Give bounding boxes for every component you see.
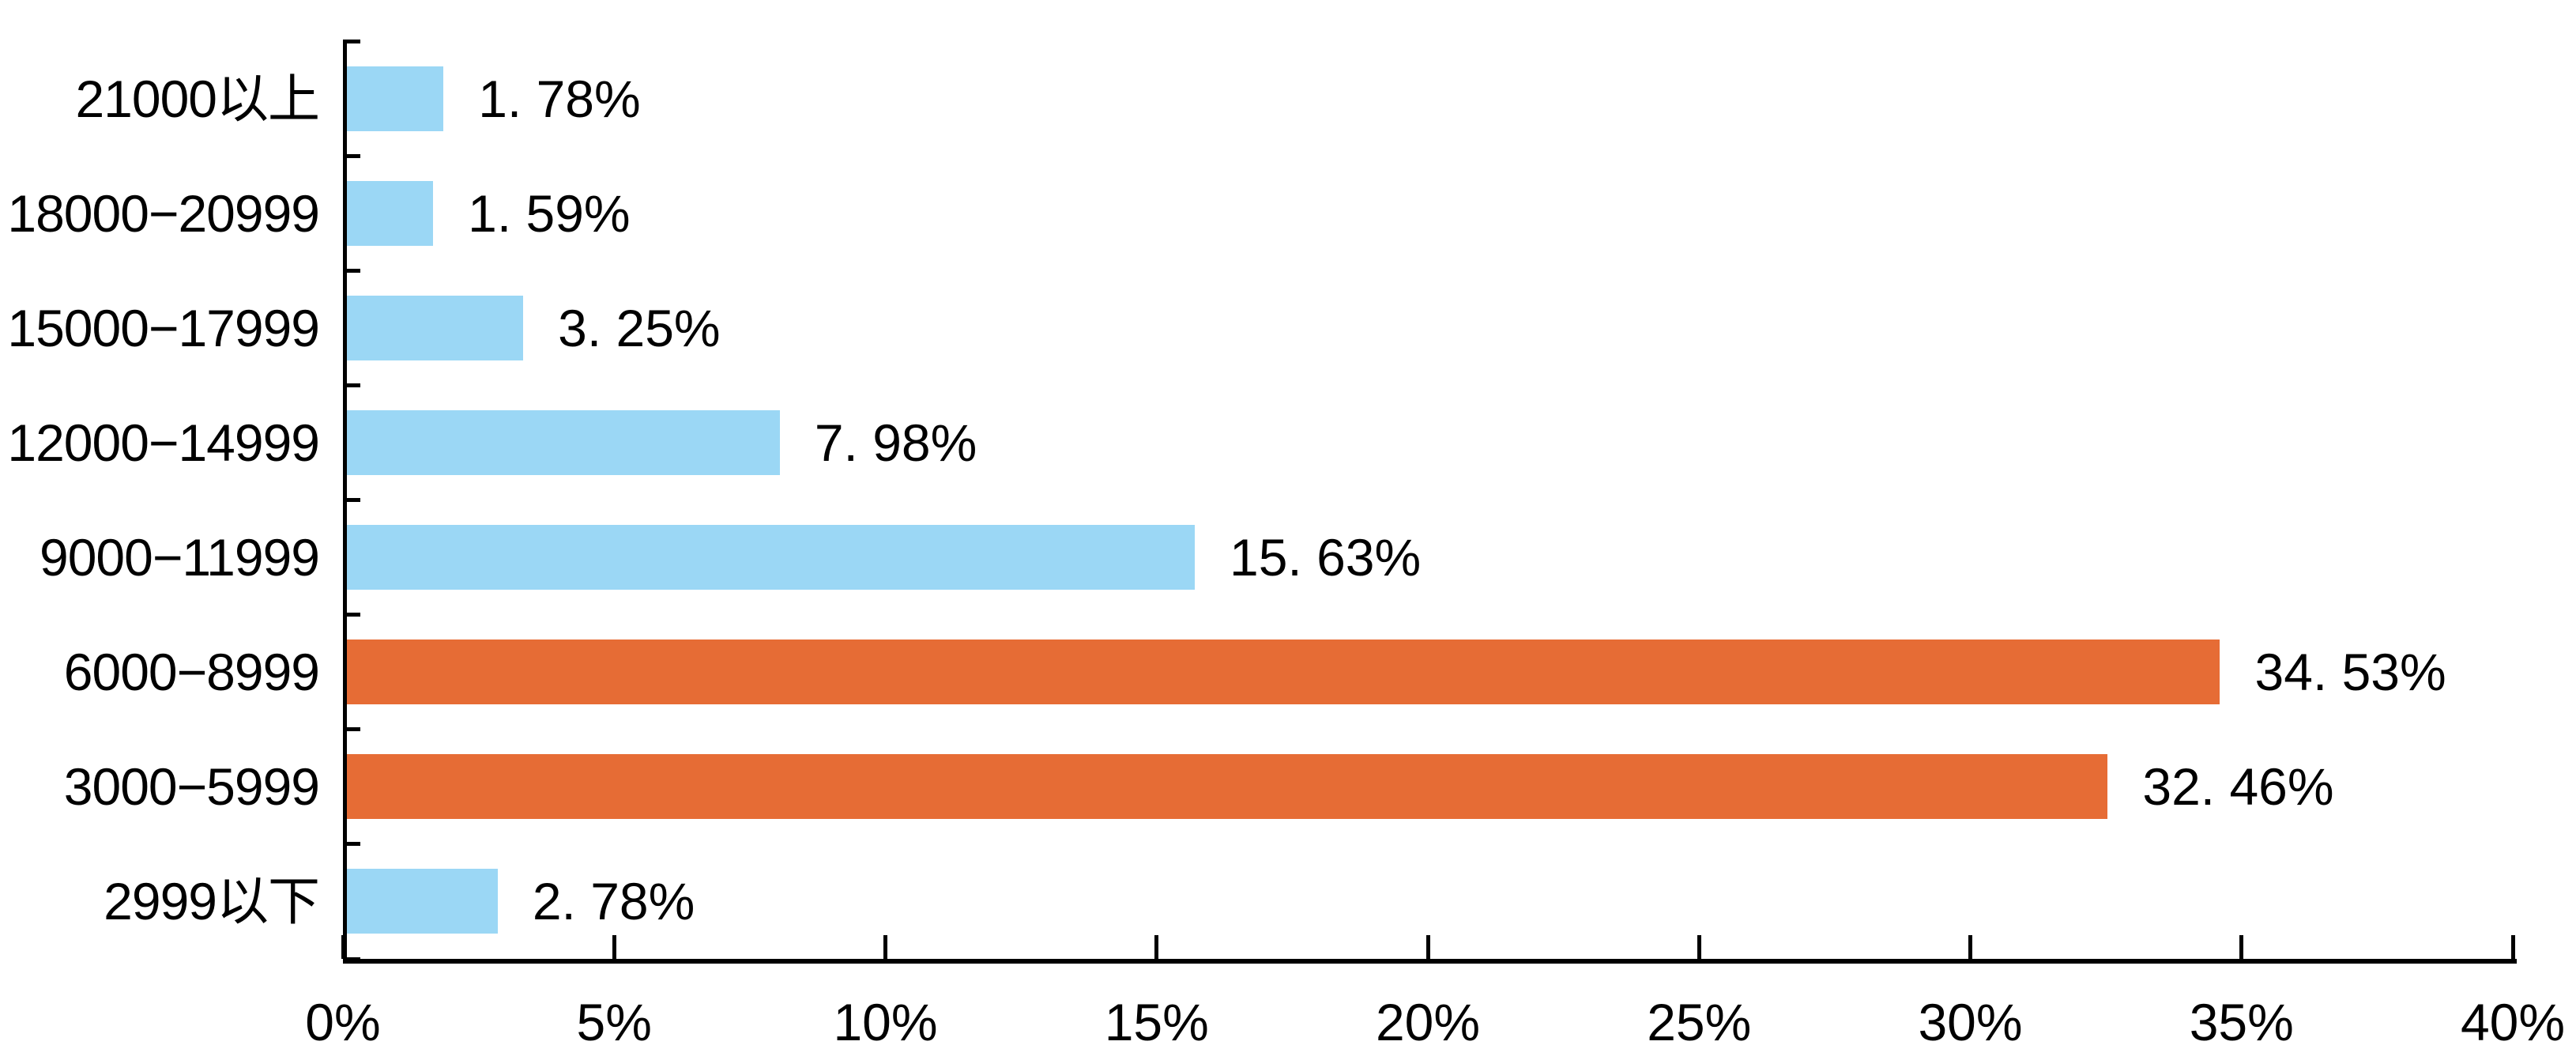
x-axis-tick xyxy=(341,935,345,959)
y-axis-tick xyxy=(343,498,360,502)
y-axis-tick xyxy=(343,842,360,847)
category-label: 6000−8999 xyxy=(63,643,320,702)
y-axis-tick xyxy=(343,613,360,617)
x-axis-tick-label: 35% xyxy=(2189,993,2294,1051)
x-axis-tick-label: 10% xyxy=(833,993,938,1051)
category-label: 18000−20999 xyxy=(7,183,320,243)
x-axis-tick xyxy=(1968,935,1972,959)
x-axis-tick xyxy=(2510,935,2515,959)
x-axis-line xyxy=(343,959,2517,964)
category-label: 21000以上 xyxy=(75,69,320,128)
y-axis-tick xyxy=(343,153,360,158)
y-axis-tick xyxy=(343,39,360,43)
bar-value-label: 34. 53% xyxy=(2254,643,2446,702)
bar-value-label: 3. 25% xyxy=(558,298,721,357)
x-axis-tick xyxy=(883,935,887,959)
x-axis-tick-label: 5% xyxy=(576,993,652,1051)
bar-value-label: 2. 78% xyxy=(532,872,695,931)
bar-value-label: 1. 78% xyxy=(478,69,641,128)
x-axis-tick-label: 15% xyxy=(1104,993,1209,1051)
x-axis-tick-label: 25% xyxy=(1647,993,1752,1051)
category-label: 3000−5999 xyxy=(63,757,320,817)
bar-value-label: 7. 98% xyxy=(814,413,977,472)
bar-value-label: 15. 63% xyxy=(1229,528,1422,587)
bar-value-label: 32. 46% xyxy=(2142,757,2334,817)
x-axis-tick-label: 0% xyxy=(305,993,381,1051)
x-axis-tick-label: 30% xyxy=(1918,993,2023,1051)
bar xyxy=(347,66,444,131)
x-axis-tick-label: 20% xyxy=(1375,993,1481,1051)
bar xyxy=(347,640,2220,705)
bar xyxy=(347,754,2108,820)
bar xyxy=(347,869,498,934)
bar xyxy=(347,180,434,246)
y-axis-tick xyxy=(343,383,360,387)
x-axis-tick xyxy=(2239,935,2244,959)
x-axis-tick-label: 40% xyxy=(2460,993,2566,1051)
category-label: 2999以下 xyxy=(104,872,320,931)
y-axis-tick xyxy=(343,268,360,273)
category-label: 15000−17999 xyxy=(7,298,320,357)
category-label: 9000−11999 xyxy=(40,528,320,587)
y-axis-tick xyxy=(343,727,360,732)
category-label: 12000−14999 xyxy=(7,413,320,472)
bar xyxy=(347,525,1195,590)
bar-value-label: 1. 59% xyxy=(468,183,631,243)
y-axis-tick xyxy=(343,956,360,961)
x-axis-tick xyxy=(1154,935,1159,959)
bar xyxy=(347,295,524,360)
bar xyxy=(347,409,780,475)
x-axis-tick xyxy=(1697,935,1701,959)
x-axis-tick xyxy=(1425,935,1430,959)
x-axis-tick xyxy=(612,935,616,959)
